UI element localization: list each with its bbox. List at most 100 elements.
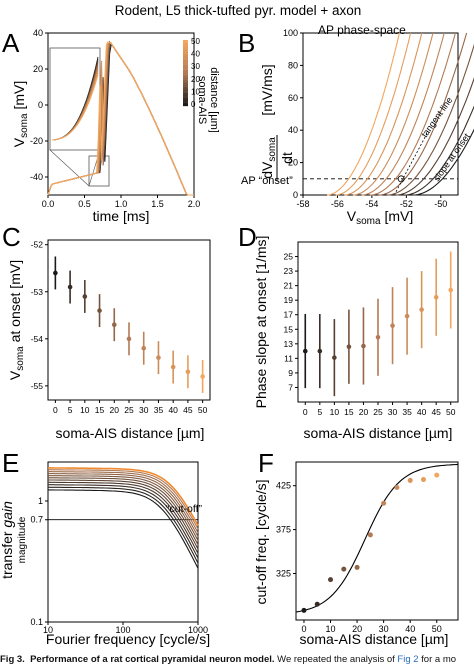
panel-b-xtick-label: -52 xyxy=(400,199,413,209)
panel-b-ytick-label: 20 xyxy=(288,158,298,168)
panel-a-trace xyxy=(47,41,194,196)
panel-e-gain-curve xyxy=(48,481,199,554)
panel-b-ytick-label: 40 xyxy=(288,125,298,135)
panel-e-ylabel-b: gain xyxy=(0,501,15,528)
panel-c-point xyxy=(97,308,102,313)
panel-e-ylabel-c: magnitude xyxy=(17,516,28,563)
panel-b-trajectory xyxy=(352,32,434,196)
panel-a-colorbar-segment xyxy=(183,104,188,107)
panel-a-ytick-label: 0 xyxy=(38,100,43,110)
panel-a-colorbar-segment xyxy=(183,69,188,72)
panel-f-point xyxy=(420,477,426,483)
panel-c-xtick-label: 25 xyxy=(124,405,134,415)
panel-a-colorbar-segment xyxy=(183,71,188,74)
panel-b-trajectory xyxy=(335,32,412,196)
panel-e-gain-curve xyxy=(48,469,199,530)
panel-d-ylabel: Phase slope at onset [1/ms] xyxy=(253,236,269,409)
panel-c-axes xyxy=(47,239,211,401)
panel-f-point xyxy=(381,500,387,506)
panel-f-xtick-label: 0 xyxy=(301,624,306,634)
panel-a-colorbar-segment xyxy=(183,76,188,79)
panel-f-point xyxy=(314,601,320,607)
panel-f-point xyxy=(367,532,373,538)
caption-text: We repeated the analysis of xyxy=(277,654,398,665)
panel-f-point xyxy=(341,566,347,572)
panel-d-ytick-label: 15 xyxy=(284,324,294,334)
panel-a-colorbar-segment xyxy=(183,49,188,52)
panel-e-gain-curve xyxy=(48,484,199,559)
panel-d-ytick-label: 25 xyxy=(284,252,294,262)
panel-a-xtick-label: 0.5 xyxy=(78,199,91,209)
panel-d-xtick-label: 0 xyxy=(303,407,308,417)
panel-c-xtick-label: 0 xyxy=(53,405,58,415)
panel-c-xtick-label: 50 xyxy=(198,405,208,415)
panel-c: C 0 5 10 15 20 25 30 35 40 45 50 -52 -53 -54 -55 soma-… xyxy=(2,222,211,441)
panel-a-colorbar-segment xyxy=(183,99,188,102)
panel-c-label: C xyxy=(2,222,21,252)
panel-c-ytick-label: -55 xyxy=(31,381,44,391)
panel-a-inset-trace xyxy=(51,74,99,141)
panel-b-tangent-line xyxy=(395,133,428,192)
panel-d-point xyxy=(433,294,439,300)
panel-c-ytick-label: -54 xyxy=(31,334,44,344)
figure-canvas: Rodent, L5 thick-tufted pyr. model + axo… xyxy=(0,3,474,647)
panel-d-point xyxy=(332,355,337,360)
panel-a-zoom-connector xyxy=(49,149,90,187)
panel-c-xtick-label: 40 xyxy=(168,405,178,415)
panel-a-xtick-label: 0.0 xyxy=(42,199,55,209)
panel-a-colorbar-segment xyxy=(183,94,188,97)
panel-a-xtick-label: 1.0 xyxy=(115,199,128,209)
panel-d-ytick-label: 13 xyxy=(284,339,294,349)
panel-e-ylabel-a: transfer xyxy=(0,528,15,579)
panel-a: A 0.0 0.5 1.0 1.5 2.0 40 20 0 -20 -40 50 40 30 20 10 0… xyxy=(2,28,220,224)
panel-d-xtick-label: 45 xyxy=(431,407,441,417)
panel-a-colorbar-segment xyxy=(183,87,188,90)
panel-d-xtick-label: 40 xyxy=(417,407,427,417)
panel-a-ytick-label: 20 xyxy=(33,64,43,74)
panel-b-xlabel-main: V xyxy=(347,208,357,224)
panel-a-colorbar-segment xyxy=(183,81,188,84)
panel-b-label: B xyxy=(238,28,255,58)
panel-e-ytick-label: 1 xyxy=(38,496,43,506)
panel-d-ytick-label: 21 xyxy=(284,281,294,291)
panel-d-ytick-label: 19 xyxy=(284,295,294,305)
panel-f-point xyxy=(394,484,400,490)
panel-a-colorbar-segment xyxy=(183,89,188,92)
panel-f-ytick-label: 425 xyxy=(276,481,291,491)
panel-f-point xyxy=(328,577,334,583)
panel-b-ylabel-frac-bottom: dt xyxy=(279,152,295,164)
panel-e-cutoff-label: “cut-off” xyxy=(166,503,202,515)
panel-f-xlabel: soma-AIS distance [µm] xyxy=(300,631,449,647)
panel-a-ylabel-sub: soma xyxy=(19,113,30,138)
panel-c-point xyxy=(170,364,176,370)
panel-d-ytick-label: 11 xyxy=(284,353,293,363)
panel-b-ylabel-frac-sub: soma xyxy=(267,137,278,162)
panel-a-colorbar-tick: 0 xyxy=(191,100,196,109)
panel-a-colorbar-tick: 20 xyxy=(191,75,200,84)
caption-link[interactable]: Fig 2 xyxy=(397,654,419,665)
panel-a-colorbar-label-2: distance [µm] xyxy=(208,67,220,133)
caption-bold-text: Performance of a rat cortical pyramidal … xyxy=(30,654,275,665)
panel-a-colorbar-segment xyxy=(183,86,188,88)
panel-a-colorbar-segment xyxy=(183,82,188,85)
panel-c-xtick-label: 20 xyxy=(110,405,120,415)
panel-a-inset-box xyxy=(49,47,101,151)
panel-b-trajectory xyxy=(370,32,456,196)
panel-b-slope-label: slope at onset xyxy=(431,131,472,183)
panel-a-colorbar-segment xyxy=(183,73,188,75)
panel-b-ytick-label: 80 xyxy=(288,60,298,70)
panel-d-label: D xyxy=(238,222,257,252)
panel-a-colorbar-segment xyxy=(183,91,188,93)
panel-c-xtick-label: 30 xyxy=(139,405,149,415)
panel-a-colorbar-segment xyxy=(183,51,188,54)
panel-f-fit-curve xyxy=(295,463,459,613)
panel-d-xlabel: soma-AIS distance [µm] xyxy=(304,425,453,441)
panel-a-colorbar-segment xyxy=(183,77,188,80)
panel-e-gain-curve xyxy=(48,479,199,550)
panel-a-colorbar-segment xyxy=(183,48,188,51)
panel-a-colorbar-segment xyxy=(183,61,188,64)
figure-caption: Fig 3. Performance of a rat cortical pyr… xyxy=(0,652,474,668)
panel-c-xtick-label: 45 xyxy=(183,405,193,415)
panel-e-gain-curve xyxy=(47,475,199,541)
panel-b-xtick-label: -50 xyxy=(434,199,447,209)
